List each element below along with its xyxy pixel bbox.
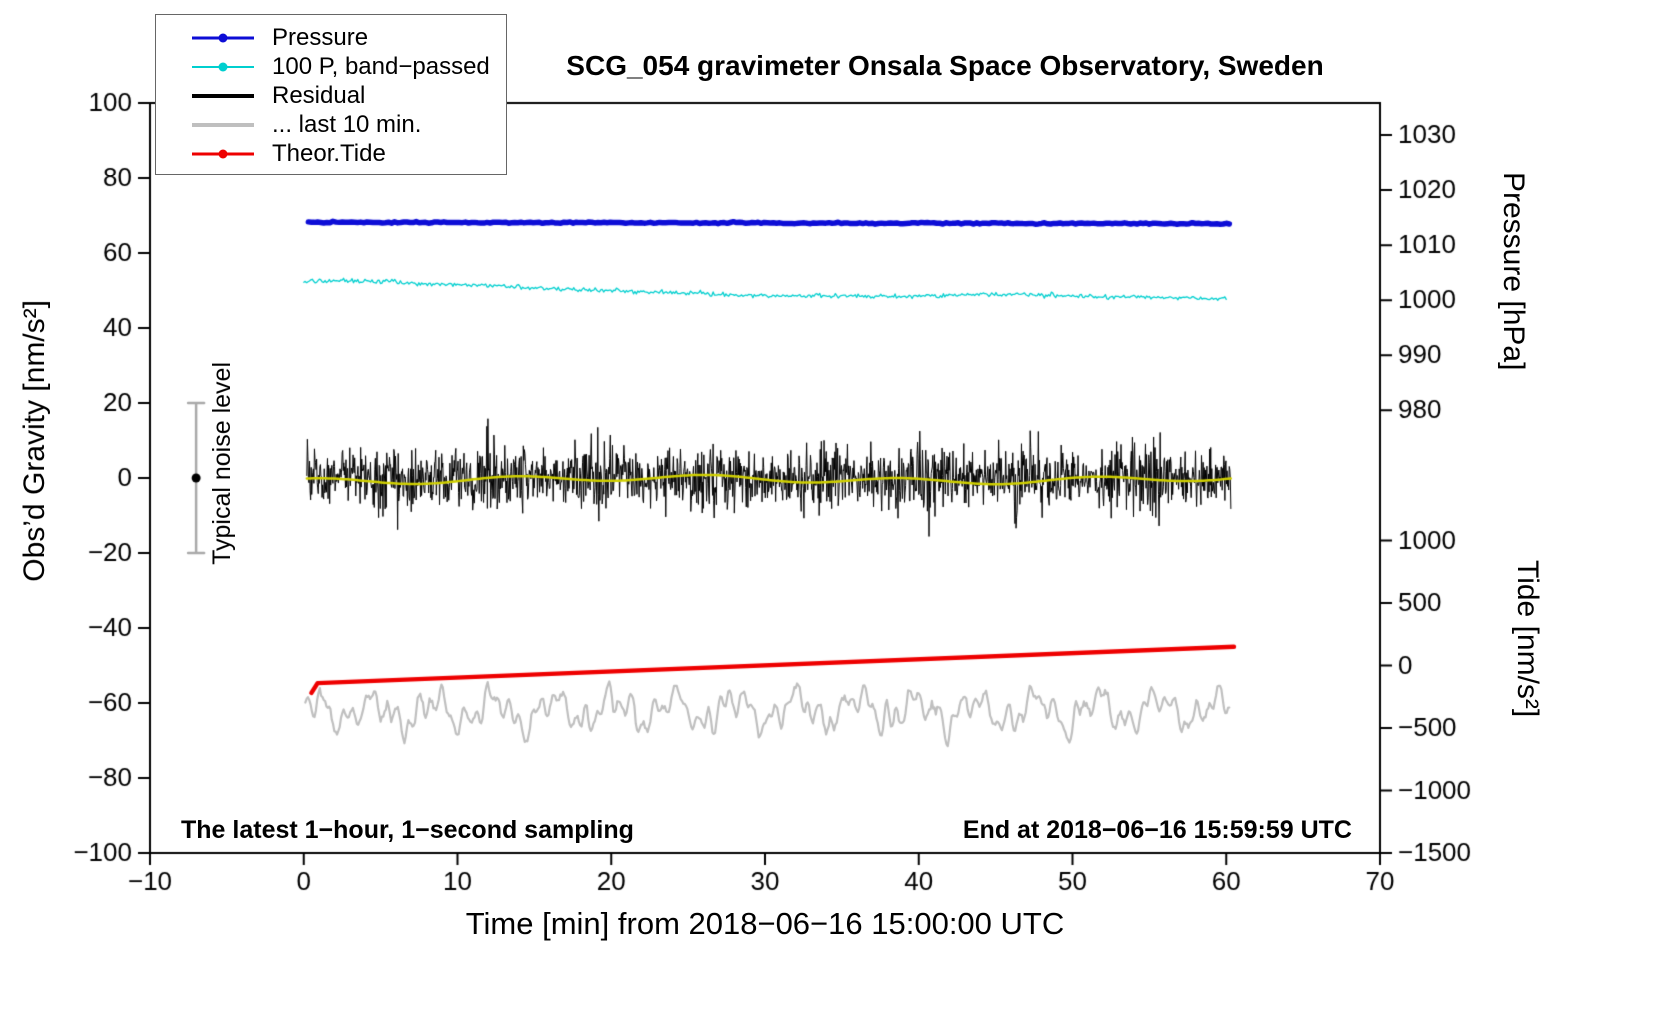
- y-axis-label-pressure: Pressure [hPa]: [1497, 172, 1530, 371]
- last-10-min-line-icon: [192, 119, 254, 131]
- x-axis-label: Time [min] from 2018−06−16 15:00:00 UTC: [465, 906, 1065, 941]
- y-axis-label-tide: Tide [nm/s²]: [1511, 560, 1544, 718]
- legend-item-pressure: Pressure: [156, 23, 506, 52]
- band-passed-line-icon: [192, 61, 254, 73]
- residual-line-icon: [192, 90, 254, 102]
- chart-title: SCG_054 gravimeter Onsala Space Observat…: [566, 50, 1324, 81]
- legend-label-band-passed: 100 P, band−passed: [272, 52, 490, 80]
- sampling-annotation: The latest 1−hour, 1−second sampling: [181, 816, 634, 844]
- legend-label-theor-tide: Theor.Tide: [272, 139, 386, 167]
- theor-tide-line-icon: [192, 148, 254, 160]
- chart-legend: Pressure 100 P, band−passed Residual ...…: [155, 14, 507, 175]
- legend-item-theor-tide: Theor.Tide: [156, 139, 506, 168]
- legend-item-band-passed: 100 P, band−passed: [156, 52, 506, 81]
- typical-noise-level-label: Typical noise level: [208, 362, 236, 565]
- legend-item-last-10-min: ... last 10 min.: [156, 110, 506, 139]
- y-axis-label-gravity: Obs’d Gravity [nm/s²]: [18, 300, 51, 582]
- pressure-line-icon: [192, 32, 254, 44]
- end-time-annotation: End at 2018−06−16 15:59:59 UTC: [962, 816, 1352, 844]
- legend-item-residual: Residual: [156, 81, 506, 110]
- legend-label-last-10-min: ... last 10 min.: [272, 110, 422, 138]
- legend-label-pressure: Pressure: [272, 23, 369, 51]
- legend-label-residual: Residual: [272, 81, 366, 109]
